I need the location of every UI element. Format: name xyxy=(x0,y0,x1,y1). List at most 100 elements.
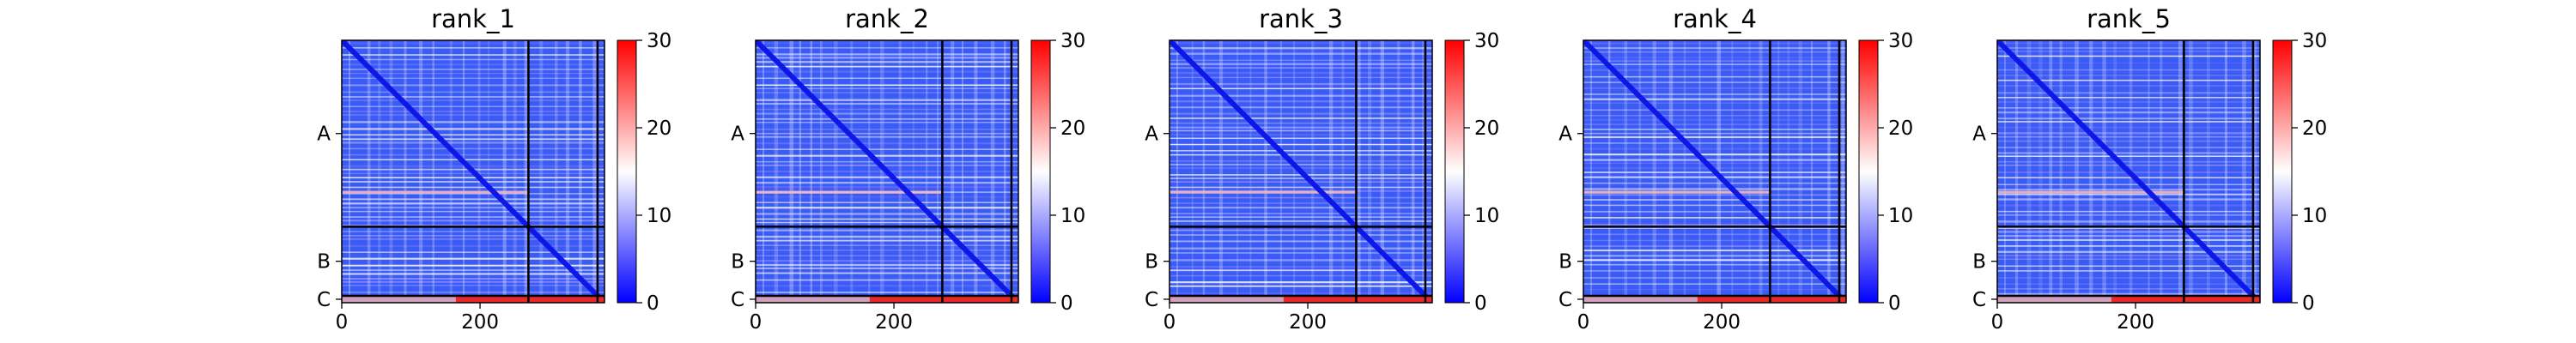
row-band xyxy=(342,235,605,237)
row-band xyxy=(1170,213,1432,214)
col-band xyxy=(1798,40,1803,303)
diagonal xyxy=(1170,40,1432,303)
row-band xyxy=(1170,266,1432,268)
col-band xyxy=(1810,40,1813,303)
col-band xyxy=(1202,40,1206,303)
row-band xyxy=(342,114,605,116)
row-band xyxy=(1583,159,1846,161)
row-band xyxy=(342,269,605,271)
row-band xyxy=(1583,194,1846,196)
colorbar-tick-label: 10 xyxy=(1060,205,1085,227)
row-band xyxy=(342,77,605,79)
row-band xyxy=(1997,160,2260,163)
chain-c-rows-left xyxy=(1997,295,2111,303)
col-band xyxy=(1358,40,1361,303)
high-error-band xyxy=(1170,190,1357,194)
row-band xyxy=(1583,277,1846,279)
row-band xyxy=(756,235,1018,238)
colorbar-tick-label: 20 xyxy=(1888,117,1913,140)
row-band xyxy=(342,84,605,87)
row-band xyxy=(1170,252,1432,254)
row-band xyxy=(1170,76,1432,79)
row-band xyxy=(1583,255,1846,257)
row-band xyxy=(756,47,1018,49)
row-band xyxy=(1997,107,2260,109)
col-band xyxy=(1279,40,1283,303)
row-band xyxy=(1997,111,2260,114)
col-band xyxy=(1236,40,1239,303)
row-band xyxy=(1583,93,1846,95)
row-band xyxy=(342,192,605,195)
row-band xyxy=(1583,283,1846,285)
row-band xyxy=(342,202,605,205)
row-band xyxy=(756,249,1018,251)
col-band xyxy=(367,40,371,303)
high-error-band xyxy=(1583,190,1771,194)
row-band xyxy=(1997,238,2260,241)
colorbar xyxy=(2272,39,2293,304)
row-band xyxy=(1997,193,2260,196)
plot-frame xyxy=(1169,39,1433,304)
colorbar-tick-label: 30 xyxy=(647,30,671,52)
row-band xyxy=(756,196,1018,198)
row-band xyxy=(1997,51,2260,52)
row-band xyxy=(342,257,605,260)
pae-heatmap xyxy=(1170,40,1432,303)
row-band xyxy=(342,128,605,130)
col-band xyxy=(1249,40,1252,303)
col-band xyxy=(2224,40,2227,303)
row-band xyxy=(1997,204,2260,207)
col-band xyxy=(833,40,838,303)
col-band xyxy=(2252,40,2257,303)
x-tick-label: 0 xyxy=(1991,311,2004,334)
chain-c-rows-left xyxy=(342,295,456,303)
row-band xyxy=(1583,153,1846,156)
pae-heatmap xyxy=(756,40,1018,303)
col-band xyxy=(990,40,995,303)
colorbar xyxy=(1858,39,1879,304)
row-band xyxy=(1170,207,1432,209)
col-band xyxy=(1787,40,1790,303)
col-band xyxy=(774,40,779,303)
row-band xyxy=(1997,277,2260,279)
row-band xyxy=(342,281,605,283)
col-band xyxy=(2004,40,2007,303)
row-band xyxy=(756,176,1018,178)
chain-label-C: C xyxy=(1972,289,1986,311)
col-band xyxy=(2148,40,2150,303)
row-band xyxy=(1997,210,2260,213)
colorbar-tick-label: 30 xyxy=(1060,30,1085,52)
colorbar-tick-label: 20 xyxy=(2302,117,2327,140)
row-band xyxy=(342,216,605,218)
row-band xyxy=(1583,135,1846,139)
row-band xyxy=(1170,220,1432,222)
row-band xyxy=(756,77,1018,79)
row-band xyxy=(342,141,605,144)
row-band xyxy=(1997,100,2260,104)
row-band xyxy=(1170,259,1432,262)
row-band xyxy=(342,63,605,66)
row-band xyxy=(1170,52,1432,55)
row-band xyxy=(1997,214,2260,216)
row-band xyxy=(1997,288,2260,290)
chain-label-C: C xyxy=(731,289,744,311)
row-band xyxy=(1170,47,1432,50)
row-band xyxy=(1583,142,1846,144)
col-band xyxy=(1311,40,1315,303)
row-band xyxy=(1583,176,1846,178)
col-band xyxy=(2014,40,2019,303)
row-band xyxy=(756,87,1018,90)
row-band xyxy=(342,251,605,253)
row-band xyxy=(342,231,605,232)
col-band xyxy=(1341,40,1345,303)
row-band xyxy=(342,285,605,286)
row-band xyxy=(1170,196,1432,199)
row-band xyxy=(1583,57,1846,59)
col-band xyxy=(850,40,854,303)
colorbar-tick-label: 0 xyxy=(1060,292,1073,315)
col-band xyxy=(1380,40,1385,303)
col-band xyxy=(565,40,570,303)
row-band xyxy=(1170,216,1432,218)
